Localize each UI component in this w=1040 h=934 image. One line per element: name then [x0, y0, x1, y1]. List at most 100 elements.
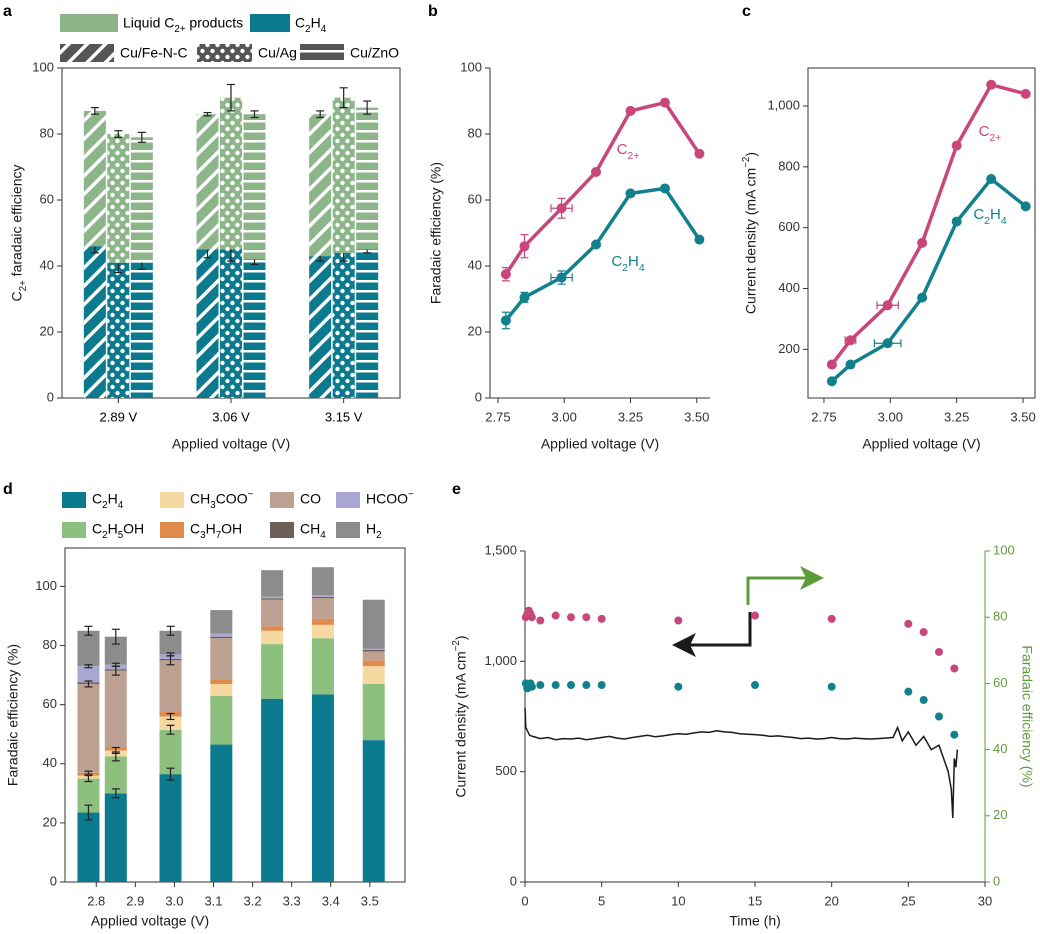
legend-swatch — [62, 492, 86, 508]
data-point — [751, 611, 759, 620]
bar-segment — [311, 567, 334, 596]
legend-swatch — [160, 522, 184, 538]
tick-label: 3.3 — [283, 893, 301, 908]
data-point — [826, 376, 837, 387]
bar-pattern — [356, 107, 379, 250]
tick-label: 80 — [468, 125, 482, 140]
tick-label: 3.0 — [165, 893, 183, 908]
data-point — [625, 188, 636, 199]
data-point — [827, 682, 836, 691]
bar-segment — [210, 633, 233, 637]
tick-label: 3.50 — [684, 409, 709, 424]
bar-pattern — [309, 256, 332, 398]
tick-label: 3.4 — [322, 893, 340, 908]
bar-pattern — [107, 262, 130, 398]
panel-label: c — [742, 3, 751, 20]
tick-label: 60 — [468, 191, 482, 206]
bar-segment — [311, 596, 334, 599]
bar-pattern — [243, 114, 266, 260]
data-point — [919, 628, 928, 637]
data-point — [674, 682, 683, 691]
series-line — [830, 82, 1027, 366]
panel-label: a — [3, 3, 12, 20]
bar-pattern — [356, 249, 379, 398]
bar-segment — [261, 630, 284, 645]
bar-segment — [362, 666, 385, 684]
bar-pattern — [332, 97, 355, 253]
series-label: C2H4 — [611, 253, 645, 274]
legend-swatch — [62, 522, 86, 538]
bar-segment — [210, 744, 233, 882]
tick-label: 200 — [778, 341, 800, 356]
data-point — [1020, 88, 1031, 99]
data-point — [904, 619, 913, 628]
x-tick-label: 2.89 V — [100, 409, 138, 424]
data-point — [556, 272, 567, 283]
tick-label: 100 — [35, 578, 57, 593]
data-point — [556, 203, 567, 214]
bar-pattern — [130, 262, 153, 398]
data-point — [882, 300, 893, 311]
axis-label: Current density (mA cm−2) — [741, 152, 759, 314]
legend-swatch — [270, 492, 294, 508]
legend-label: C2H4 — [92, 491, 124, 511]
bar-segment — [159, 729, 182, 775]
data-point — [591, 166, 602, 177]
bar-segment — [77, 812, 100, 882]
tick-label: 2.75 — [485, 409, 510, 424]
current-line — [524, 707, 959, 819]
bar-segment — [261, 596, 284, 599]
bar-segment — [104, 756, 127, 794]
bar-segment — [311, 638, 334, 695]
legend-label: HCOO− — [366, 489, 414, 507]
bar-segment — [261, 698, 284, 882]
tick-label: 3.25 — [944, 409, 969, 424]
axis-label: Applied voltage (V) — [172, 436, 290, 452]
bar-pattern — [243, 259, 266, 398]
data-point — [674, 616, 683, 625]
data-point — [551, 681, 560, 690]
x-tick-label: 3.15 V — [325, 409, 363, 424]
axis-label: Faradaic efficiency (%) — [428, 162, 444, 304]
axis-label: Applied voltage (V) — [862, 436, 980, 452]
bar-segment — [362, 740, 385, 882]
tick-label: 5 — [598, 893, 605, 908]
legend-pattern — [197, 44, 252, 62]
tick-label: 0 — [510, 873, 517, 888]
tick-label: 30 — [978, 893, 992, 908]
tick-label: 40 — [43, 755, 57, 770]
tick-label: 40 — [40, 257, 54, 272]
data-point — [551, 611, 560, 620]
series-label: C2+ — [979, 123, 1002, 144]
data-point — [935, 712, 943, 721]
tick-label: 3.5 — [361, 893, 379, 908]
legend-label: H2 — [366, 521, 382, 541]
bar-pattern — [196, 249, 219, 398]
tick-label: 3.50 — [1010, 409, 1035, 424]
bar-segment — [77, 630, 100, 667]
data-point — [986, 174, 997, 185]
series-line — [504, 186, 701, 322]
bar-segment — [311, 598, 334, 619]
tick-label: 600 — [778, 219, 800, 234]
data-point — [527, 682, 536, 691]
bar-pattern — [332, 252, 355, 398]
axis-label: Faradaic efficiency (%) — [5, 644, 21, 786]
arrow-right — [746, 566, 824, 605]
bar-segment — [261, 626, 284, 631]
data-point — [917, 292, 928, 303]
data-point — [597, 681, 606, 690]
data-point — [591, 239, 602, 250]
bar-segment — [261, 598, 284, 600]
bar-segment — [77, 683, 100, 773]
x-tick-label: 3.06 V — [212, 409, 250, 424]
tick-label: 0 — [50, 873, 57, 888]
tick-label: 20 — [43, 814, 57, 829]
data-point — [694, 234, 705, 245]
data-point — [659, 183, 670, 194]
data-point — [582, 681, 591, 690]
plot-frame — [64, 547, 406, 883]
legend-swatch — [160, 492, 184, 508]
axis-label: Time (h) — [729, 913, 781, 929]
panel-label: d — [3, 481, 13, 498]
